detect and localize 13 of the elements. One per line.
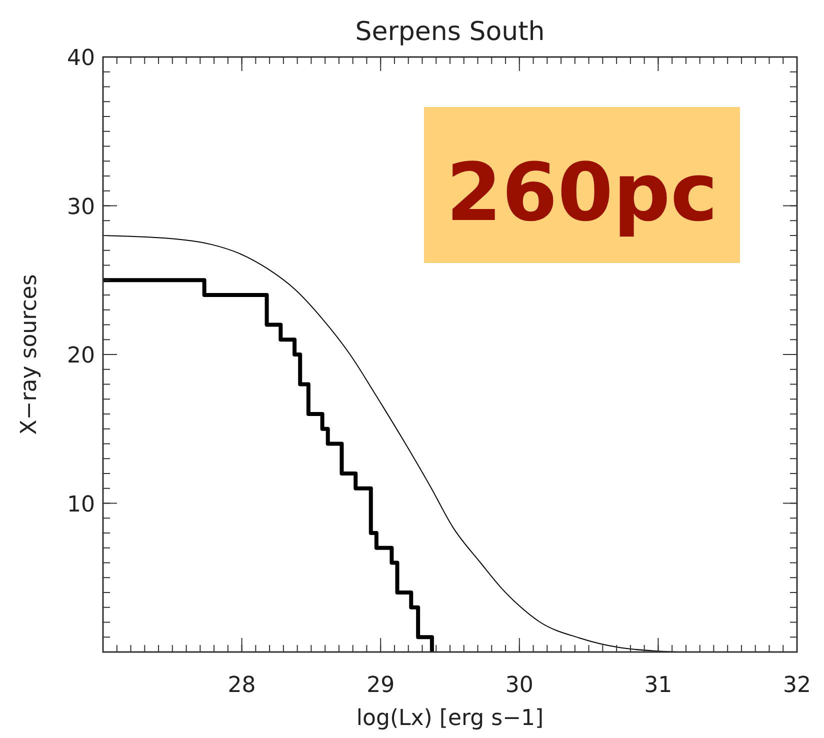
y-tick-label: 20 xyxy=(67,344,95,368)
y-axis-title: X−ray sources xyxy=(17,274,42,435)
chart-title: Serpens South xyxy=(355,17,545,47)
x-tick-label: 30 xyxy=(505,673,534,698)
x-tick-label: 29 xyxy=(366,673,395,698)
x-tick-label: 32 xyxy=(783,673,811,698)
y-tick-label: 10 xyxy=(67,492,95,518)
x-tick-label: 28 xyxy=(228,673,256,698)
y-tick-label: 30 xyxy=(67,194,95,220)
y-tick-label: 40 xyxy=(67,46,95,71)
x-tick-label: 31 xyxy=(644,673,672,698)
x-axis-title: log(Lx) [erg s−1] xyxy=(356,706,544,731)
annotation: 260pc xyxy=(446,146,718,239)
